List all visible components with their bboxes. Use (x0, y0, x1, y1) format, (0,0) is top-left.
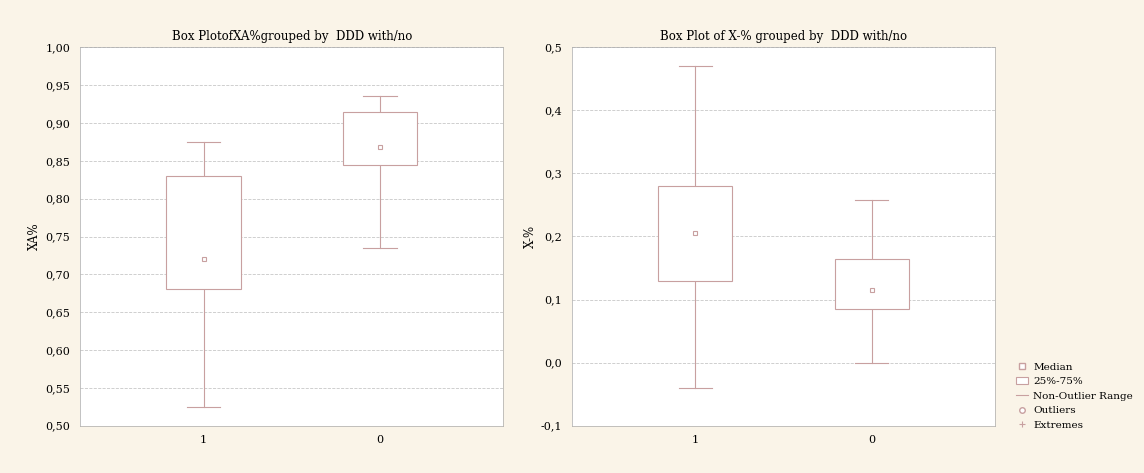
Bar (167, 176, 240, 289)
Bar (343, 112, 416, 165)
Y-axis label: XA%: XA% (29, 223, 41, 250)
Y-axis label: X-%: X-% (524, 225, 537, 248)
Title: Box Plot of X-% grouped by  DDD with/no: Box Plot of X-% grouped by DDD with/no (660, 30, 907, 44)
Legend: Median, 25%-75%, Non-Outlier Range, Outliers, Extremes: Median, 25%-75%, Non-Outlier Range, Outl… (1016, 363, 1133, 430)
Title: Box PlotofXA%grouped by  DDD with/no: Box PlotofXA%grouped by DDD with/no (172, 30, 412, 44)
Bar (659, 186, 732, 280)
Bar (835, 259, 908, 309)
